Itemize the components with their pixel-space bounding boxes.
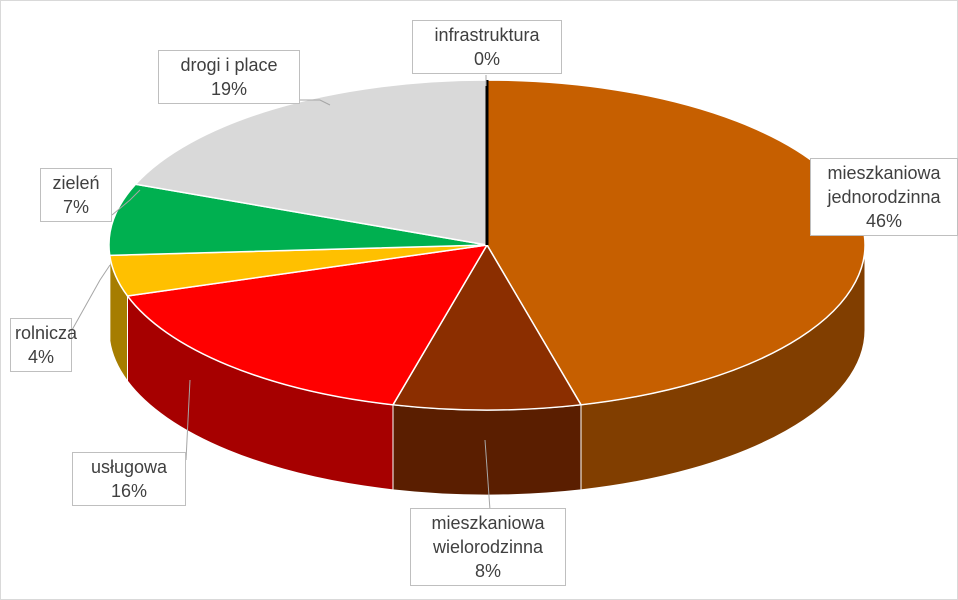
- slice: [134, 79, 488, 246]
- leader-lines: [71, 75, 491, 511]
- data-label: infrastruktura 0%: [412, 20, 562, 74]
- category-label: usługowa: [90, 457, 168, 477]
- category-label: zieleń: [52, 173, 100, 193]
- data-label: mieszkaniowa jednorodzinna 46%: [810, 158, 958, 236]
- value-label: 4%: [27, 347, 54, 367]
- value-label: 0%: [473, 49, 500, 69]
- leader-line: [484, 439, 491, 511]
- leader-line: [111, 189, 141, 216]
- slice-side: [108, 244, 111, 341]
- category-label: rolnicza: [15, 323, 78, 343]
- slice: [108, 183, 488, 257]
- data-label: drogi i place 19%: [158, 50, 300, 104]
- value-label: 19%: [210, 79, 248, 99]
- value-label: 8%: [474, 561, 501, 581]
- category-label: drogi i place: [180, 55, 278, 75]
- data-label: mieszkaniowa wielorodzinna 8%: [410, 508, 566, 586]
- category-label: mieszkaniowa wielorodzinna: [431, 513, 545, 557]
- leader-line: [71, 264, 111, 331]
- slice: [126, 244, 489, 406]
- leader-line: [185, 379, 191, 461]
- category-label: mieszkaniowa jednorodzinna: [827, 163, 941, 207]
- slice: [391, 243, 583, 411]
- data-label: zieleń 7%: [40, 168, 112, 222]
- category-label: infrastruktura: [434, 25, 540, 45]
- value-label: 46%: [865, 211, 903, 231]
- value-label: 7%: [62, 197, 89, 217]
- data-label: usługowa 16%: [72, 452, 186, 506]
- leader-line: [300, 99, 331, 106]
- slices: [108, 79, 866, 496]
- slice-side: [392, 404, 582, 496]
- value-label: 16%: [110, 481, 148, 501]
- data-label: rolnicza 4%: [10, 318, 78, 372]
